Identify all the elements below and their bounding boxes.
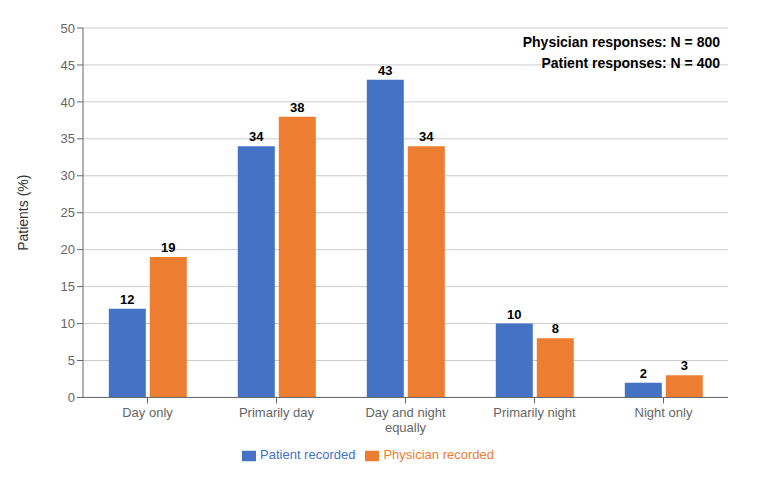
svg-text:12: 12 — [120, 292, 134, 307]
svg-text:Day only: Day only — [122, 405, 173, 420]
svg-text:0: 0 — [68, 390, 75, 405]
svg-text:38: 38 — [290, 100, 304, 115]
svg-text:5: 5 — [68, 353, 75, 368]
svg-text:15: 15 — [61, 279, 75, 294]
svg-text:19: 19 — [161, 240, 175, 255]
svg-text:20: 20 — [61, 242, 75, 257]
svg-text:40: 40 — [61, 95, 75, 110]
svg-text:Day and nightequally: Day and nightequally — [365, 405, 446, 435]
svg-text:8: 8 — [552, 321, 559, 336]
svg-text:43: 43 — [378, 63, 392, 78]
html-text:Patient responses: N = 400: Patient responses: N = 400 — [541, 55, 720, 71]
svg-text:25: 25 — [61, 205, 75, 220]
svg-text:2: 2 — [640, 366, 647, 381]
svg-text:Patients (%): Patients (%) — [15, 175, 31, 251]
html-text:Physician recorded: Physician recorded — [383, 447, 494, 463]
svg-text:Primarily night: Primarily night — [493, 405, 576, 420]
svg-text:30: 30 — [61, 168, 75, 183]
svg-text:Primarily day: Primarily day — [239, 405, 315, 420]
svg-text:34: 34 — [419, 129, 434, 144]
svg-text:10: 10 — [61, 316, 75, 331]
svg-text:45: 45 — [61, 58, 75, 73]
svg-text:50: 50 — [61, 21, 75, 36]
html-text:Patient recorded: Patient recorded — [260, 447, 356, 463]
html-text:Physician responses: N = 800: Physician responses: N = 800 — [522, 34, 720, 50]
svg-text:34: 34 — [249, 129, 264, 144]
svg-text:10: 10 — [507, 307, 521, 322]
svg-text:3: 3 — [681, 358, 688, 373]
svg-text:Night only: Night only — [635, 405, 693, 420]
svg-text:35: 35 — [61, 131, 75, 146]
